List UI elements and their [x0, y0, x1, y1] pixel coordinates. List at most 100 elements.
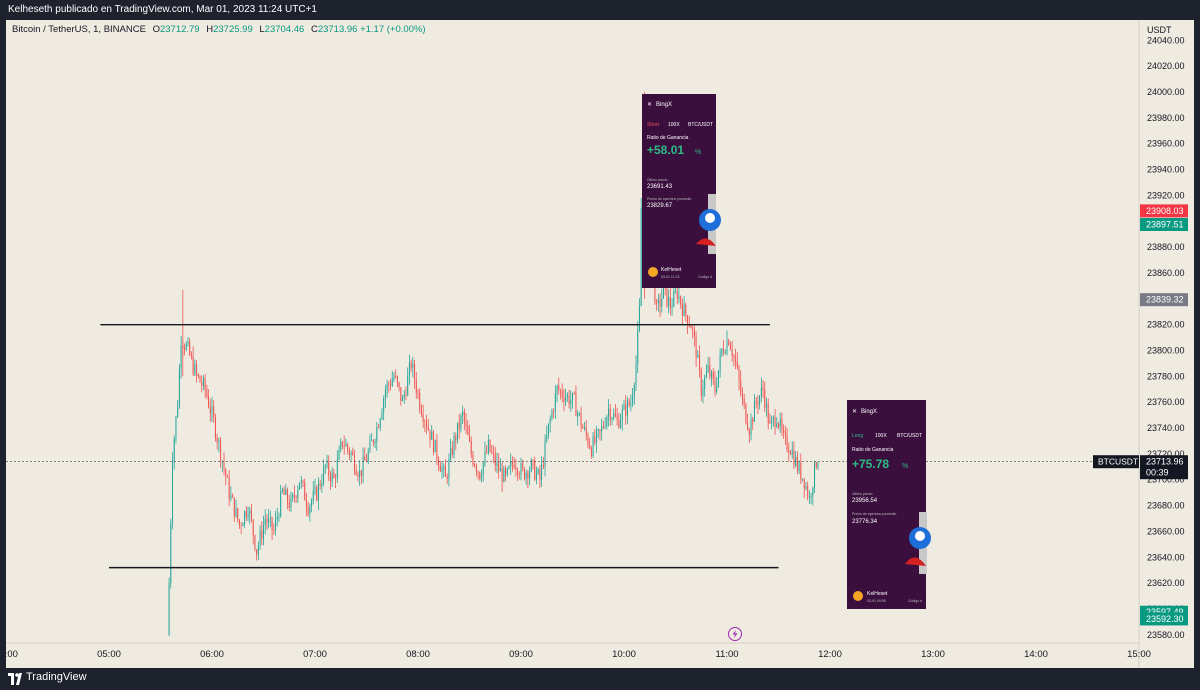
user-avatar — [853, 591, 863, 601]
card-direction: Long — [852, 433, 863, 439]
candle-body — [172, 461, 174, 524]
candle-body — [726, 340, 728, 353]
chart-legend: Bitcoin / TetherUS, 1, BINANCE O23712.79… — [12, 24, 426, 35]
card-pair: BTC/USDT — [897, 433, 922, 439]
candle-body — [441, 468, 443, 472]
candle-body — [317, 483, 319, 501]
candle-body — [384, 390, 386, 399]
candle-body — [752, 418, 754, 422]
price-tick-label: 23880.00 — [1147, 242, 1185, 252]
candle-body — [364, 456, 366, 461]
candlestick-chart[interactable]: BingX ✕ Short 100X BTC/USDT Ratio de Gan… — [0, 20, 1194, 668]
candle-body — [685, 304, 687, 316]
price-tag-bg — [1140, 204, 1188, 218]
legend-low: 23704.46 — [264, 24, 305, 35]
candle-body — [487, 440, 489, 453]
candle-body — [238, 519, 240, 526]
candle-body — [386, 383, 388, 391]
candle-body — [254, 535, 256, 550]
candle-body — [796, 457, 798, 472]
candle-body — [721, 348, 723, 355]
candle-body — [805, 485, 807, 489]
candle-body — [584, 427, 586, 429]
candle-body — [300, 480, 302, 483]
candle-body — [287, 489, 289, 503]
time-axis[interactable]: 04:00 05:00 06:00 07:00 08:00 09:00 10:00 11:00… — [0, 649, 1151, 660]
card-entry-value: 23691.43 — [647, 184, 673, 190]
candle-body — [628, 400, 630, 406]
candle-body — [481, 475, 483, 480]
candle-body — [637, 329, 639, 364]
candle-body — [717, 370, 719, 387]
candle-body — [458, 422, 460, 429]
legend-symbol[interactable]: Bitcoin / TetherUS, 1, BINANCE — [12, 24, 146, 35]
candle-body — [463, 411, 465, 422]
candle-body — [455, 435, 457, 441]
candle-body — [204, 378, 206, 390]
candle-body — [276, 516, 278, 520]
candle-body — [705, 371, 707, 378]
candle-body — [465, 421, 467, 427]
candle-body — [767, 403, 769, 423]
card-ratio-unit: % — [902, 463, 908, 470]
candle-body — [178, 368, 180, 407]
candle-body — [537, 469, 539, 474]
card-ratio-value: +75.78 — [852, 457, 889, 471]
candle-body — [257, 545, 259, 555]
lightning-icon[interactable] — [728, 627, 742, 641]
price-tick-label: 23960.00 — [1147, 139, 1185, 149]
candle-body — [353, 454, 355, 471]
candle-body — [288, 502, 290, 508]
chart-area[interactable]: BingX ✕ Short 100X BTC/USDT Ratio de Gan… — [0, 20, 1194, 668]
candle-body — [319, 483, 321, 487]
candle-body — [388, 383, 390, 385]
card-background — [642, 94, 716, 288]
candle-body — [783, 430, 785, 434]
current-price-label: 23713.96 — [1146, 457, 1184, 467]
candle-body — [547, 423, 549, 436]
candle-body — [520, 463, 522, 475]
candle-body — [262, 524, 265, 539]
candle-body — [235, 508, 237, 517]
price-axis[interactable]: USDT — [1138, 20, 1172, 668]
candle-body — [695, 336, 697, 358]
candle-body — [534, 460, 536, 480]
candle-body — [307, 507, 309, 515]
price-tag-bg — [1140, 217, 1188, 231]
candle-body — [347, 444, 349, 450]
candle-body — [269, 517, 271, 519]
candle-body — [784, 433, 786, 435]
candle-body — [781, 419, 783, 431]
candle-body — [448, 459, 450, 479]
candle-body — [513, 464, 515, 468]
candle-body — [671, 306, 673, 308]
candle-body — [168, 583, 170, 635]
card-price2-label: Precio de apertura promedio — [647, 197, 691, 201]
candle-body — [608, 408, 610, 417]
candle-body — [323, 466, 325, 484]
candle-body — [170, 523, 172, 584]
legend-close: 23713.96 — [317, 24, 358, 35]
bingx-cards-layer: BingX ✕ Short 100X BTC/USDT Ratio de Gan… — [642, 94, 931, 609]
candle-body — [774, 417, 776, 428]
card-pair: BTC/USDT — [688, 122, 713, 128]
card-price2-value: 23829.67 — [647, 203, 673, 209]
candle-body — [662, 286, 664, 299]
candle-body — [510, 461, 512, 467]
price-tick-label: 23680.00 — [1147, 501, 1185, 511]
candle-body — [515, 467, 517, 470]
candle-body — [498, 462, 500, 472]
candle-body — [614, 413, 616, 417]
candle-body — [450, 448, 452, 460]
current-symbol-bg — [1093, 455, 1139, 469]
candle-body — [723, 348, 725, 354]
candle-body — [391, 379, 393, 386]
candle-body — [571, 393, 574, 401]
candle-body — [753, 400, 755, 422]
candle-body — [249, 510, 251, 515]
candle-body — [508, 466, 510, 469]
candle-body — [724, 352, 726, 354]
candle-body — [580, 413, 582, 427]
candle-body — [417, 392, 419, 394]
candle-body — [225, 469, 227, 478]
